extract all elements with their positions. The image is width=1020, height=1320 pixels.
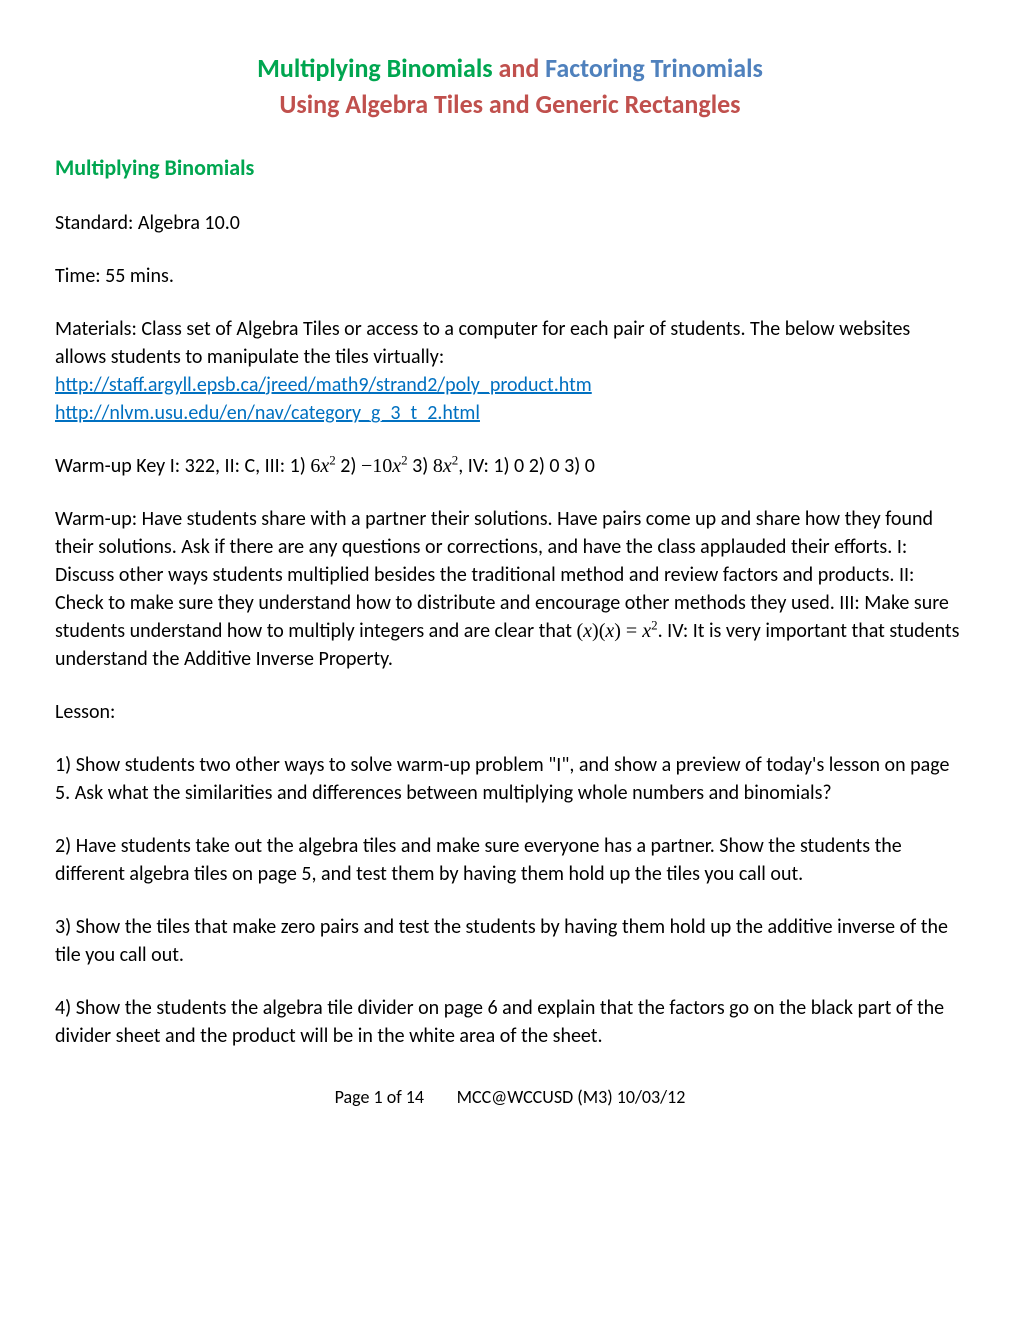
title-line-2: Using Algebra Tiles and Generic Rectangl…	[55, 86, 965, 122]
warmup-key-m2-coef: −10	[361, 455, 392, 477]
lesson-item-3: 3) Show the tiles that make zero pairs a…	[55, 913, 965, 969]
title-part-3: Factoring Trinomials	[545, 52, 763, 84]
title-line-1: Multiplying Binomials and Factoring Trin…	[55, 50, 965, 86]
lesson-item-2: 2) Have students take out the algebra ti…	[55, 832, 965, 888]
section-header: Multiplying Binomials	[55, 153, 965, 184]
warmup-key-suffix: , IV: 1) 0 2) 0 3) 0	[458, 454, 595, 478]
standard-line: Standard: Algebra 10.0	[55, 209, 965, 237]
page-footer: Page 1 of 14 MCC@WCCUSD (M3) 10/03/12	[55, 1085, 965, 1110]
warmup-math: (x)(x) = x2	[576, 620, 657, 642]
footer-right: MCC@WCCUSD (M3) 10/03/12	[457, 1086, 686, 1108]
warmup-key-prefix: Warm-up Key I: 322, II: C, III: 1)	[55, 454, 310, 478]
materials-link-2[interactable]: http://nlvm.usu.edu/en/nav/category_g_3_…	[55, 401, 480, 425]
warmup-key-mid2: 3)	[408, 454, 433, 478]
warmup-key-line: Warm-up Key I: 322, II: C, III: 1) 6x2 2…	[55, 452, 965, 480]
lesson-item-4: 4) Show the students the algebra tile di…	[55, 994, 965, 1050]
warmup-key-m1-var: x	[320, 455, 329, 477]
warmup-key-m3-coef: 8	[433, 455, 443, 477]
title-part-1: Multiplying Binomials	[257, 52, 493, 84]
warmup-paragraph: Warm-up: Have students share with a part…	[55, 505, 965, 673]
title-part-2: and	[493, 52, 546, 84]
time-line: Time: 55 mins.	[55, 262, 965, 290]
lesson-item-1: 1) Show students two other ways to solve…	[55, 751, 965, 807]
warmup-key-m3-var: x	[443, 455, 452, 477]
materials-block: Materials: Class set of Algebra Tiles or…	[55, 315, 965, 427]
lesson-label: Lesson:	[55, 698, 965, 726]
document-title: Multiplying Binomials and Factoring Trin…	[55, 50, 965, 123]
warmup-key-mid1: 2)	[336, 454, 361, 478]
warmup-key-m1-coef: 6	[310, 455, 320, 477]
materials-intro: Materials: Class set of Algebra Tiles or…	[55, 317, 910, 369]
footer-page: Page 1 of 14	[335, 1086, 424, 1108]
warmup-key-m2-var: x	[392, 455, 401, 477]
materials-link-1[interactable]: http://staff.argyll.epsb.ca/jreed/math9/…	[55, 373, 592, 397]
